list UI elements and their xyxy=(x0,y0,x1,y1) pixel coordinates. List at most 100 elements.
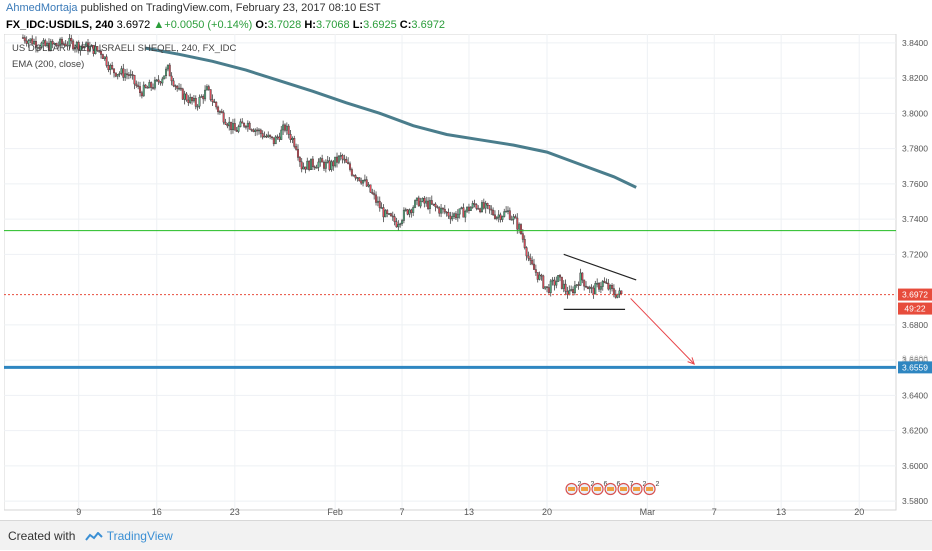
close-value: 3.6972 xyxy=(411,19,446,31)
y-tick-label: 3.6200 xyxy=(902,426,928,436)
y-tick-label: 3.6000 xyxy=(902,461,928,471)
candle-up xyxy=(510,219,513,221)
partial-tick-label: 3.6600 xyxy=(902,353,928,363)
candle-down xyxy=(493,214,496,219)
candle-down xyxy=(21,37,24,39)
candle-down xyxy=(577,284,580,286)
candle-down xyxy=(438,207,441,214)
target-price-label: 3.6559 xyxy=(902,362,928,372)
candle-up xyxy=(458,208,461,215)
candle-down xyxy=(607,282,610,290)
candle-down xyxy=(519,224,522,234)
candle-down xyxy=(523,239,526,248)
candle-up xyxy=(68,38,71,46)
candle-up xyxy=(59,38,62,46)
candle-up xyxy=(330,161,333,170)
candle-down xyxy=(86,42,89,52)
candle-down xyxy=(51,41,54,45)
candle-down xyxy=(289,133,292,140)
candle-down xyxy=(96,46,99,51)
close-label: C: xyxy=(399,19,412,31)
candle-down xyxy=(614,294,617,298)
last-price-label-box xyxy=(898,288,932,301)
chart-area[interactable]: 3.8400 3.8200 3.8000 3.7800 3.7600 3.7400 3.72… xyxy=(3,33,932,518)
candle-up xyxy=(505,210,508,213)
candle-up xyxy=(367,184,370,187)
event-count-label: 2 xyxy=(643,481,647,488)
candle-down xyxy=(492,209,495,216)
symbol-label: FX_IDC:USDILS, 240 xyxy=(6,19,114,31)
x-tick-label: Feb xyxy=(327,507,343,517)
candle-up xyxy=(337,155,340,163)
candle-up xyxy=(103,56,106,59)
y-tick-label: 3.6600 xyxy=(902,355,928,365)
candle-down xyxy=(508,210,511,220)
candle-down xyxy=(547,287,550,293)
candle-down xyxy=(211,99,214,102)
candle-down xyxy=(222,112,225,123)
candle-up xyxy=(148,82,151,89)
candle-down xyxy=(462,207,465,218)
candle-down xyxy=(241,121,244,124)
candle-down xyxy=(170,75,173,82)
candle-up xyxy=(309,158,312,171)
candle-down xyxy=(620,290,623,294)
candle-down xyxy=(127,74,130,76)
event-flag-band xyxy=(581,487,589,491)
candle-up xyxy=(75,42,78,48)
candle-up xyxy=(49,41,52,51)
candle-down xyxy=(486,203,489,206)
candle-down xyxy=(441,207,444,210)
candle-down xyxy=(583,279,586,287)
candle-up xyxy=(237,126,240,132)
candle-down xyxy=(540,274,543,277)
y-tick-label: 3.7800 xyxy=(902,144,928,154)
candle-down xyxy=(113,68,116,74)
candle-up xyxy=(404,209,407,211)
candle-up xyxy=(594,283,597,295)
candle-up xyxy=(362,179,365,184)
triangle-upper-line[interactable] xyxy=(563,253,637,281)
open-value: 3.7028 xyxy=(267,19,302,31)
candle-up xyxy=(397,224,400,228)
candle-down xyxy=(140,92,143,97)
candle-down xyxy=(434,203,437,208)
candle-down xyxy=(31,38,34,45)
candle-down xyxy=(176,85,179,89)
candle-down xyxy=(332,161,335,167)
candle-up xyxy=(166,64,169,70)
candle-down xyxy=(187,99,190,103)
projection-arrow-line[interactable] xyxy=(630,298,695,365)
candle-up xyxy=(94,46,97,54)
countdown-label-box xyxy=(898,302,932,315)
candle-down xyxy=(44,40,47,47)
tradingview-brand[interactable]: TradingView xyxy=(106,529,173,543)
candle-down xyxy=(64,43,67,47)
event-flag-band xyxy=(607,487,615,491)
candle-down xyxy=(598,282,601,290)
candle-up xyxy=(285,125,288,131)
candle-down xyxy=(341,155,344,160)
candle-down xyxy=(432,203,435,206)
candle-down xyxy=(393,216,396,223)
candle-down xyxy=(343,158,346,161)
candle-up xyxy=(518,224,521,230)
candle-down xyxy=(328,160,331,170)
candle-down xyxy=(60,38,63,44)
candle-down xyxy=(350,169,353,176)
x-tick-label: 13 xyxy=(776,507,786,517)
candle-up xyxy=(460,207,463,209)
candle-down xyxy=(217,106,220,113)
candle-down xyxy=(235,129,238,132)
price-chart[interactable]: 3.8400 3.8200 3.8000 3.7800 3.7600 3.7400 3.72… xyxy=(3,33,932,518)
candle-down xyxy=(581,272,584,281)
candle-up xyxy=(601,280,604,287)
candle-up xyxy=(380,207,383,209)
low-label: L: xyxy=(352,19,364,31)
candle-up xyxy=(469,207,472,212)
candle-up xyxy=(599,286,602,290)
candle-up xyxy=(204,89,207,100)
candle-up xyxy=(562,283,565,289)
candle-down xyxy=(224,121,227,125)
author-link[interactable]: AhmedMortaja xyxy=(6,2,78,14)
